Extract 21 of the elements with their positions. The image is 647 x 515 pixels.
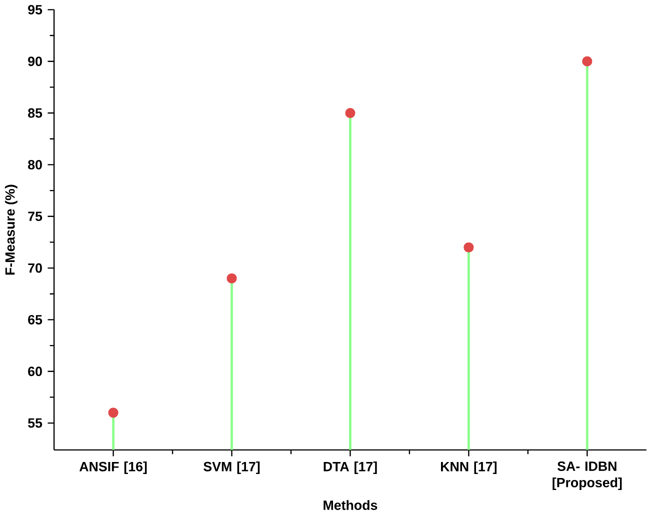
y-tick-label: 65 — [28, 315, 42, 324]
point — [108, 408, 118, 418]
y-tick-label: 90 — [28, 56, 42, 66]
y-tick-label: 95 — [28, 4, 42, 14]
y-tick-label: 60 — [28, 366, 42, 376]
x-tick-label: ANSIF [16] — [79, 462, 147, 474]
x-tick-label: DTA [17] — [324, 462, 377, 474]
point — [464, 242, 474, 252]
y-tick-label: 55 — [28, 418, 42, 428]
x-tick-label: SA- IDBN [Proposed] — [552, 462, 622, 490]
y-tick-label: 85 — [28, 108, 42, 118]
y-tick-label: 80 — [28, 160, 42, 170]
point — [582, 56, 592, 66]
point — [226, 273, 237, 284]
y-axis-title: F-Measure (%) — [4, 184, 18, 275]
x-tick-label: KNN [17] — [441, 462, 497, 474]
x-tick-label: SVM [17] — [204, 462, 260, 474]
point — [345, 108, 356, 118]
y-tick-label: 70 — [28, 263, 42, 273]
y-tick-label: 75 — [28, 212, 42, 222]
x-axis-title: Methods — [324, 500, 378, 510]
